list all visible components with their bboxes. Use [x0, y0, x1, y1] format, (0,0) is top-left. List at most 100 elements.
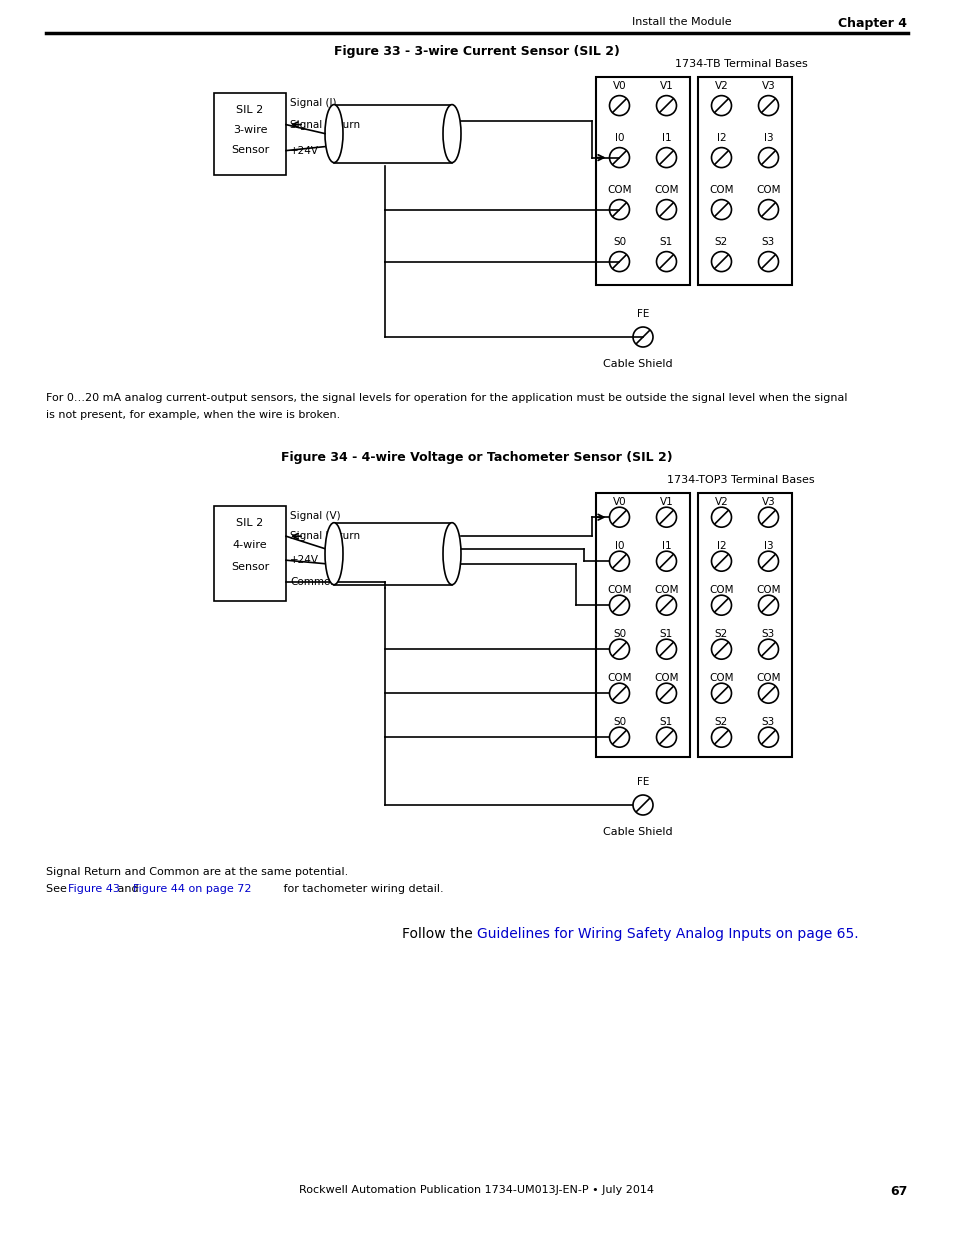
- Circle shape: [609, 640, 629, 659]
- Text: V0: V0: [612, 496, 626, 508]
- Circle shape: [609, 252, 629, 272]
- Text: Sensor: Sensor: [231, 562, 269, 572]
- Text: S1: S1: [659, 718, 673, 727]
- Text: V1: V1: [659, 496, 673, 508]
- Circle shape: [656, 95, 676, 116]
- Ellipse shape: [325, 522, 343, 584]
- Circle shape: [711, 727, 731, 747]
- Circle shape: [758, 200, 778, 220]
- Text: SIL 2: SIL 2: [236, 105, 263, 115]
- Circle shape: [758, 595, 778, 615]
- Circle shape: [656, 595, 676, 615]
- Text: S2: S2: [714, 718, 727, 727]
- Text: Cable Shield: Cable Shield: [602, 827, 672, 837]
- Text: I1: I1: [661, 133, 671, 143]
- Circle shape: [656, 640, 676, 659]
- Text: COM: COM: [654, 585, 678, 595]
- Circle shape: [656, 508, 676, 527]
- Circle shape: [633, 327, 652, 347]
- Text: FE: FE: [637, 309, 648, 319]
- Text: COM: COM: [756, 185, 780, 195]
- Circle shape: [711, 508, 731, 527]
- Text: Signal (I): Signal (I): [290, 98, 336, 107]
- Text: COM: COM: [708, 673, 733, 683]
- Text: Follow the: Follow the: [401, 927, 476, 941]
- Text: Chapter 4: Chapter 4: [837, 17, 906, 30]
- Text: COM: COM: [607, 185, 631, 195]
- Bar: [596, 77, 689, 285]
- Text: V0: V0: [612, 82, 626, 91]
- Circle shape: [656, 551, 676, 572]
- Text: COM: COM: [708, 185, 733, 195]
- Ellipse shape: [442, 522, 460, 584]
- Text: Signal (V): Signal (V): [290, 511, 340, 521]
- Text: +24V: +24V: [290, 146, 318, 156]
- Bar: [596, 493, 689, 757]
- Bar: [334, 522, 452, 584]
- Text: Figure 34 - 4-wire Voltage or Tachometer Sensor (SIL 2): Figure 34 - 4-wire Voltage or Tachometer…: [281, 451, 672, 464]
- Circle shape: [609, 508, 629, 527]
- Text: S3: S3: [761, 237, 774, 247]
- Circle shape: [656, 252, 676, 272]
- Text: Guidelines for Wiring Safety Analog Inputs on page 65.: Guidelines for Wiring Safety Analog Inpu…: [476, 927, 858, 941]
- Text: S3: S3: [761, 718, 774, 727]
- Text: COM: COM: [756, 585, 780, 595]
- Circle shape: [758, 95, 778, 116]
- Circle shape: [656, 683, 676, 703]
- Circle shape: [758, 508, 778, 527]
- Text: 4-wire: 4-wire: [233, 540, 267, 551]
- Text: V2: V2: [714, 496, 727, 508]
- Text: Figure 43: Figure 43: [68, 884, 120, 894]
- Text: V3: V3: [760, 496, 775, 508]
- Circle shape: [609, 200, 629, 220]
- Text: COM: COM: [607, 673, 631, 683]
- Circle shape: [609, 727, 629, 747]
- Text: +24V: +24V: [290, 556, 318, 566]
- Circle shape: [711, 683, 731, 703]
- Text: 1734-TOP3 Terminal Bases: 1734-TOP3 Terminal Bases: [666, 475, 814, 485]
- Circle shape: [711, 200, 731, 220]
- Text: S2: S2: [714, 629, 727, 638]
- Text: is not present, for example, when the wire is broken.: is not present, for example, when the wi…: [46, 410, 340, 420]
- Text: Signal Return: Signal Return: [290, 531, 359, 541]
- Circle shape: [711, 95, 731, 116]
- Circle shape: [609, 595, 629, 615]
- Circle shape: [711, 551, 731, 572]
- Text: COM: COM: [654, 673, 678, 683]
- Text: for tachometer wiring detail.: for tachometer wiring detail.: [280, 884, 443, 894]
- Text: S1: S1: [659, 237, 673, 247]
- Circle shape: [758, 727, 778, 747]
- Text: 67: 67: [890, 1186, 907, 1198]
- Text: Figure 33 - 3-wire Current Sensor (SIL 2): Figure 33 - 3-wire Current Sensor (SIL 2…: [334, 44, 619, 58]
- Circle shape: [656, 200, 676, 220]
- Text: COM: COM: [654, 185, 678, 195]
- Circle shape: [758, 640, 778, 659]
- Text: V2: V2: [714, 82, 727, 91]
- Text: Install the Module: Install the Module: [631, 17, 731, 27]
- Circle shape: [711, 148, 731, 168]
- Text: V1: V1: [659, 82, 673, 91]
- Circle shape: [633, 795, 652, 815]
- Circle shape: [711, 252, 731, 272]
- Circle shape: [711, 595, 731, 615]
- Text: Rockwell Automation Publication 1734-UM013J-EN-P • July 2014: Rockwell Automation Publication 1734-UM0…: [299, 1186, 654, 1195]
- Text: S0: S0: [612, 629, 625, 638]
- Text: I2: I2: [716, 133, 725, 143]
- Text: FE: FE: [637, 777, 648, 787]
- Circle shape: [656, 148, 676, 168]
- Text: Signal Return and Common are at the same potential.: Signal Return and Common are at the same…: [46, 867, 348, 877]
- Circle shape: [609, 551, 629, 572]
- Text: For 0…20 mA analog current-output sensors, the signal levels for operation for t: For 0…20 mA analog current-output sensor…: [46, 393, 846, 403]
- Text: COM: COM: [607, 585, 631, 595]
- Bar: [698, 493, 791, 757]
- Circle shape: [656, 727, 676, 747]
- Text: I3: I3: [763, 541, 773, 551]
- Text: S0: S0: [612, 718, 625, 727]
- Text: I1: I1: [661, 541, 671, 551]
- Text: Cable Shield: Cable Shield: [602, 359, 672, 369]
- Circle shape: [758, 551, 778, 572]
- Circle shape: [758, 683, 778, 703]
- Text: I3: I3: [763, 133, 773, 143]
- Text: I0: I0: [614, 541, 623, 551]
- Bar: [698, 77, 791, 285]
